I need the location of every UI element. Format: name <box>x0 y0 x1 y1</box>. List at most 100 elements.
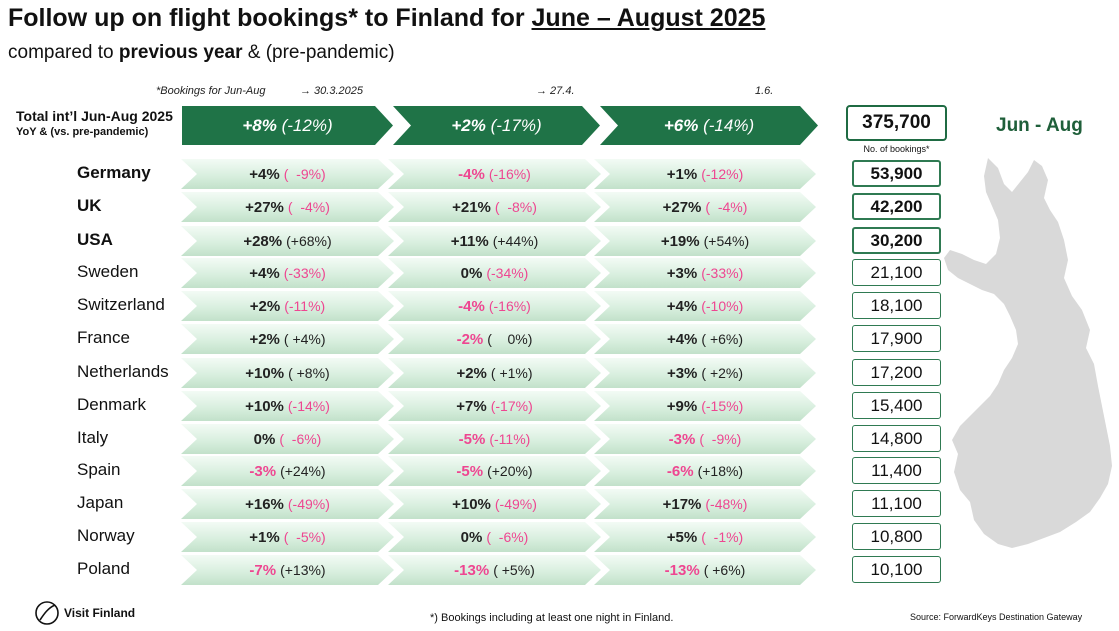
yoy-value: +10% <box>452 495 491 513</box>
total-prepandemic-value: (-14%) <box>698 115 755 135</box>
row-chevron: -6% (+18%) <box>594 456 816 486</box>
row-chevron: 0% (-34%) <box>388 258 601 288</box>
prepandemic-value: (-16%) <box>488 166 531 182</box>
prepandemic-value: ( +5%) <box>493 562 535 578</box>
bookings-box: 42,200 <box>852 193 941 220</box>
row-chevron: +5%( -1%) <box>594 522 816 552</box>
country-label: Sweden <box>77 262 139 281</box>
bookings-note: *Bookings for Jun-Aug <box>156 85 266 97</box>
yoy-value: +3% <box>666 364 698 382</box>
country-label: Denmark <box>77 395 146 414</box>
yoy-value: +1% <box>249 528 280 546</box>
total-yoy-value: +8% <box>242 115 277 135</box>
yoy-value: +10% <box>245 397 284 415</box>
row-chevron: +7% (-17%) <box>388 391 601 421</box>
title-prefix: Follow up on flight bookings* to Finland… <box>8 4 532 32</box>
yoy-value: +4% <box>666 297 698 315</box>
country-label: Netherlands <box>77 362 169 381</box>
row-chevron: 0%( -6%) <box>388 522 601 552</box>
title-period: June – August 2025 <box>531 4 766 32</box>
prepandemic-value: (-34%) <box>486 265 529 281</box>
prepandemic-value: ( +8%) <box>288 365 330 381</box>
country-label: Switzerland <box>77 295 165 314</box>
country-label: UK <box>77 196 102 215</box>
prepandemic-value: (-12%) <box>701 166 744 182</box>
bookings-box: 10,800 <box>852 523 941 550</box>
prepandemic-value: (+68%) <box>286 233 332 249</box>
prepandemic-value: ( +6%) <box>703 562 746 578</box>
bookings-box: 21,100 <box>852 259 941 286</box>
bookings-box: 14,800 <box>852 425 941 452</box>
date-note-1: → 30.3.2025 <box>300 85 363 97</box>
total-label-line2: YoY & (vs. pre-pandemic) <box>16 126 149 138</box>
prepandemic-value: ( -6%) <box>486 529 529 545</box>
prepandemic-value: (-33%) <box>701 265 744 281</box>
yoy-value: +21% <box>452 198 491 216</box>
yoy-value: -13% <box>454 561 490 579</box>
yoy-value: +16% <box>245 495 284 513</box>
page-title: Follow up on flight bookings* to Finland… <box>8 4 765 33</box>
yoy-value: +17% <box>662 495 702 513</box>
row-chevron: -7% (+13%) <box>181 555 394 585</box>
yoy-value: +10% <box>245 364 285 382</box>
row-chevron: -4% (-16%) <box>388 159 601 189</box>
total-prepandemic-value: (-17%) <box>485 115 542 135</box>
bookings-box: 11,100 <box>852 490 941 517</box>
prepandemic-value: ( -9%) <box>283 166 326 182</box>
bookings-box: 11,400 <box>852 457 941 484</box>
prepandemic-value: (-17%) <box>490 398 533 414</box>
prepandemic-value: ( +4%) <box>283 331 326 347</box>
row-chevron: -5% (+20%) <box>388 456 601 486</box>
yoy-value: 0% <box>253 430 276 448</box>
yoy-value: +27% <box>245 198 284 216</box>
bookings-box: 10,100 <box>852 556 941 583</box>
total-prepandemic-value: (-12%) <box>276 115 333 135</box>
prepandemic-value: (-10%) <box>701 298 744 314</box>
yoy-value: +4% <box>249 264 280 282</box>
prepandemic-value: (-33%) <box>283 265 326 281</box>
row-chevron: +2% (-11%) <box>181 291 394 321</box>
row-chevron: +27%( -4%) <box>181 192 394 222</box>
prepandemic-value: ( -4%) <box>287 199 330 215</box>
prepandemic-value: (+18%) <box>697 463 744 479</box>
yoy-value: -4% <box>458 165 485 183</box>
yoy-value: +19% <box>660 232 700 250</box>
row-chevron: +3% (-33%) <box>594 258 816 288</box>
total-chevron: +8% (-12%) <box>182 106 393 145</box>
total-yoy-value: +2% <box>451 115 486 135</box>
row-chevron: -13%( +6%) <box>594 555 816 585</box>
row-chevron: +1% (-12%) <box>594 159 816 189</box>
yoy-value: -3% <box>249 462 277 480</box>
row-chevron: -2%( 0%) <box>388 324 601 354</box>
logo-text: Visit Finland <box>64 606 136 620</box>
total-bookings-box: 375,700 <box>846 105 947 141</box>
row-chevron: +4% (-10%) <box>594 291 816 321</box>
yoy-value: +3% <box>666 264 698 282</box>
country-label: USA <box>77 230 113 249</box>
prepandemic-value: (-49%) <box>287 496 330 512</box>
row-chevron: +9% (-15%) <box>594 391 816 421</box>
yoy-value: +9% <box>666 397 698 415</box>
prepandemic-value: ( -5%) <box>283 529 326 545</box>
yoy-value: -7% <box>249 561 277 579</box>
yoy-value: -5% <box>458 430 486 448</box>
prepandemic-value: ( -6%) <box>279 431 322 447</box>
row-chevron: -5% (-11%) <box>388 424 601 454</box>
row-chevron: +11% (+44%) <box>388 226 601 256</box>
prepandemic-value: ( -1%) <box>701 529 744 545</box>
prepandemic-value: (+24%) <box>280 463 326 479</box>
country-label: Japan <box>77 493 124 512</box>
date-note-3: 1.6. <box>755 85 774 97</box>
row-chevron: +3%( +2%) <box>594 358 816 388</box>
row-chevron: +2%( +4%) <box>181 324 394 354</box>
subtitle-pre: compared to <box>8 42 119 63</box>
row-chevron: +27%( -4%) <box>594 192 816 222</box>
row-chevron: +10% (-49%) <box>388 489 601 519</box>
prepandemic-value: (-49%) <box>494 496 537 512</box>
subtitle-post: & (pre-pandemic) <box>242 42 395 63</box>
country-label: Spain <box>77 460 121 479</box>
yoy-value: -6% <box>666 462 694 480</box>
country-label: Poland <box>77 559 130 578</box>
row-chevron: -4% (-16%) <box>388 291 601 321</box>
prepandemic-value: (-16%) <box>488 298 531 314</box>
